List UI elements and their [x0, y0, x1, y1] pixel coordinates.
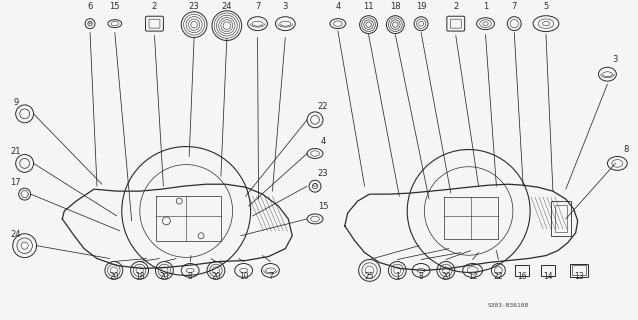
Text: 17: 17 — [10, 178, 21, 187]
Text: 23: 23 — [189, 2, 200, 11]
Text: 5: 5 — [544, 2, 549, 11]
Text: 1: 1 — [395, 272, 399, 281]
Text: 1: 1 — [483, 2, 488, 11]
Text: 7: 7 — [268, 272, 273, 281]
Bar — [551, 201, 571, 236]
Text: 23: 23 — [318, 169, 329, 178]
Text: 20: 20 — [160, 272, 169, 281]
Text: 20: 20 — [441, 272, 450, 281]
Text: 3: 3 — [612, 55, 618, 64]
Bar — [516, 265, 529, 276]
Text: 22: 22 — [494, 272, 503, 281]
Text: 4: 4 — [335, 2, 341, 11]
Text: 9: 9 — [13, 98, 19, 107]
Text: 7: 7 — [512, 2, 517, 11]
Text: 7: 7 — [255, 2, 260, 11]
Text: 12: 12 — [468, 272, 477, 281]
Text: 18: 18 — [135, 272, 144, 281]
Text: 16: 16 — [517, 272, 527, 281]
Text: 22: 22 — [318, 102, 328, 111]
Text: S303-B36108: S303-B36108 — [487, 303, 529, 308]
Text: 6: 6 — [87, 2, 93, 11]
Text: 2: 2 — [152, 2, 157, 11]
Bar — [555, 205, 567, 232]
Text: 15: 15 — [110, 2, 120, 11]
Text: 2: 2 — [453, 2, 458, 11]
Text: 3: 3 — [283, 2, 288, 11]
Text: 20: 20 — [109, 272, 119, 281]
Text: 14: 14 — [543, 272, 553, 281]
Text: 15: 15 — [318, 202, 328, 211]
Text: 4: 4 — [320, 137, 325, 146]
Bar — [541, 265, 555, 276]
Bar — [570, 263, 588, 277]
Bar — [572, 266, 586, 276]
Text: 18: 18 — [390, 2, 401, 11]
Text: 8: 8 — [623, 146, 629, 155]
Text: 11: 11 — [363, 2, 374, 11]
Text: 25: 25 — [365, 272, 375, 281]
Text: 19: 19 — [416, 2, 426, 11]
Text: 8: 8 — [419, 272, 424, 281]
Text: 21: 21 — [10, 148, 21, 156]
Text: 13: 13 — [574, 272, 584, 281]
Text: 10: 10 — [239, 272, 248, 281]
Text: 8: 8 — [188, 272, 193, 281]
Text: 20: 20 — [211, 272, 221, 281]
Text: 24: 24 — [221, 2, 232, 11]
Text: 24: 24 — [10, 230, 21, 239]
